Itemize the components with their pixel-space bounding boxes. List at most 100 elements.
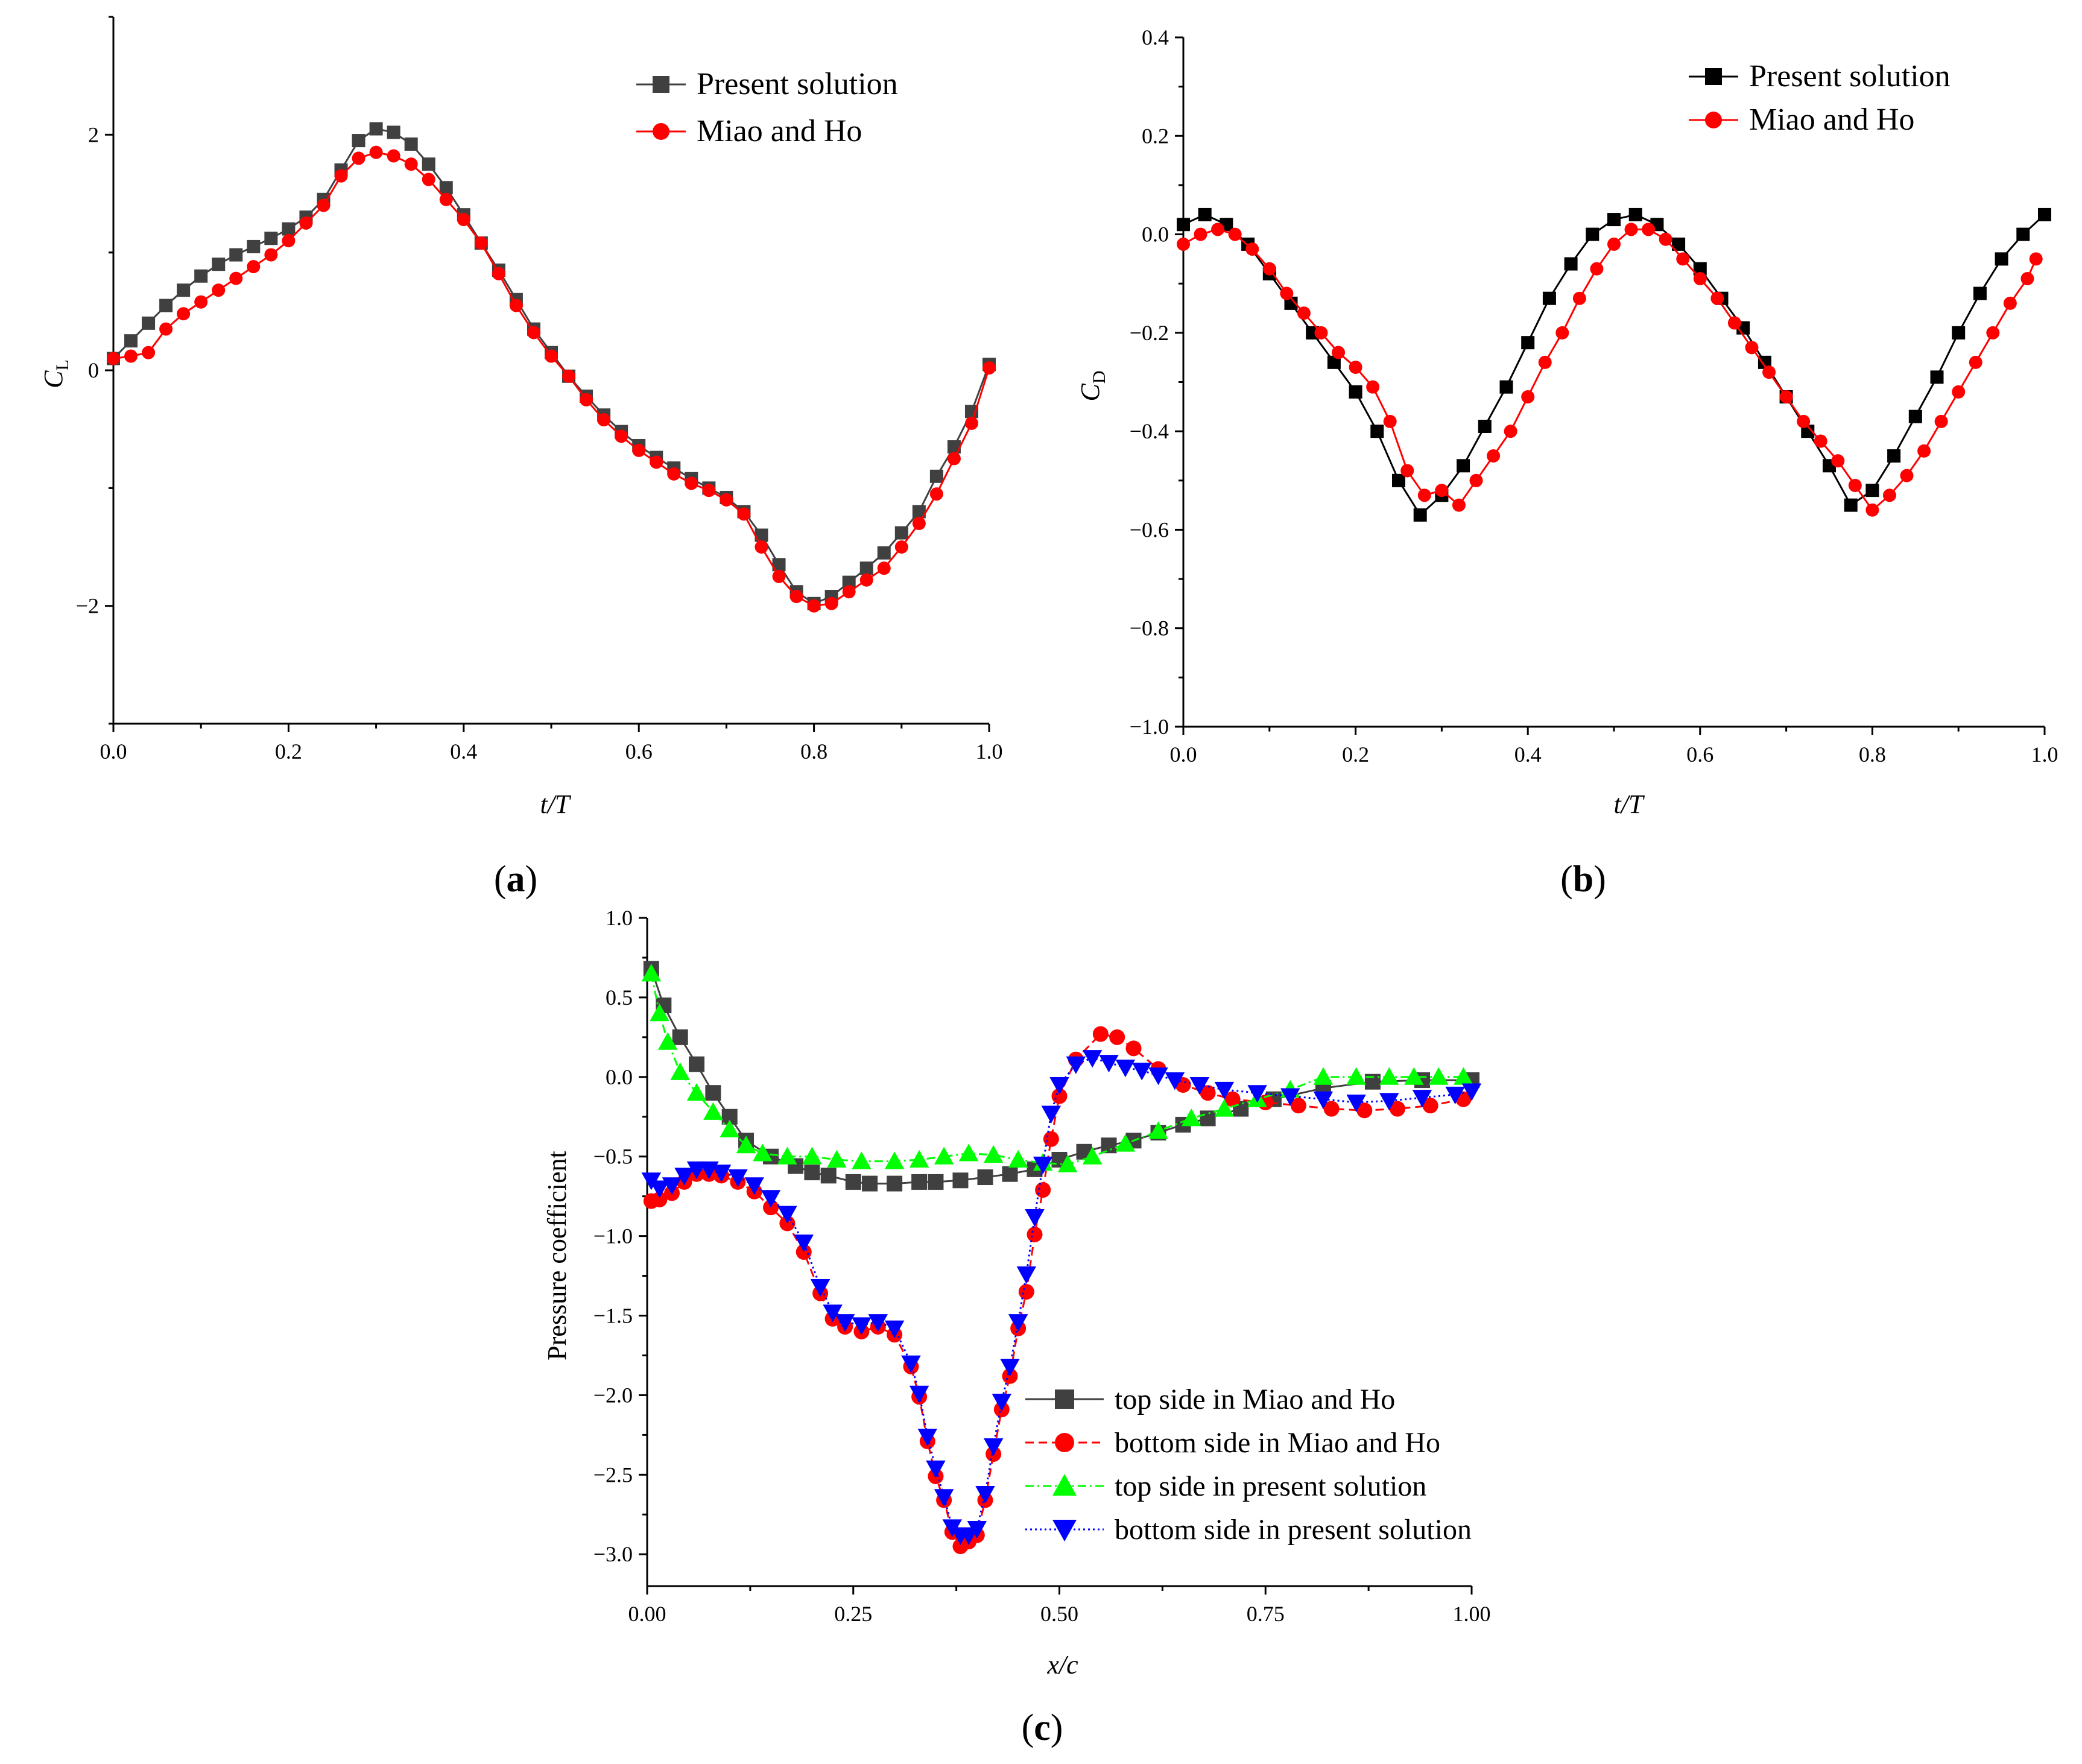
data-point [1189, 1077, 1210, 1095]
data-point [1389, 1101, 1405, 1117]
data-point [1280, 286, 1294, 300]
data-point [1457, 459, 1470, 473]
data-point [859, 561, 873, 575]
data-point [194, 269, 208, 283]
data-point [1066, 1056, 1086, 1074]
data-point [1952, 326, 1966, 340]
data-point [1413, 508, 1427, 522]
data-point [992, 1393, 1012, 1412]
data-point [177, 307, 191, 321]
data-point [1478, 419, 1492, 433]
chart-b-xlabel: t/T [1614, 789, 1645, 819]
y-tick-label: −0.5 [593, 1145, 633, 1169]
legend-entry: top side in Miao and Ho [1025, 1383, 1395, 1415]
data-point [958, 1143, 979, 1162]
data-point [662, 1177, 682, 1195]
x-tick-label: 0.00 [628, 1602, 666, 1626]
data-point [1008, 1314, 1028, 1332]
data-point [1366, 380, 1380, 394]
data-point [894, 526, 908, 540]
data-point [852, 1151, 872, 1169]
data-point [1461, 1083, 1482, 1101]
data-point [705, 1085, 721, 1101]
data-point [983, 1145, 1004, 1163]
data-point [804, 1165, 820, 1181]
data-point [159, 299, 173, 312]
series-line [113, 151, 990, 607]
data-point [334, 169, 348, 183]
data-point [229, 271, 243, 285]
chart-c-plot: 0.00 0.25 0.50 0.75 1.00 −3.0 −2.5 −2.0 −1.5 −1.0… [593, 906, 1491, 1626]
legend-entry: Miao and Ho [636, 114, 862, 148]
x-tick-label: 0.8 [1859, 742, 1886, 767]
y-tick-label: −2.5 [593, 1462, 633, 1487]
x-tick-label: 0.6 [625, 739, 653, 763]
data-point [1499, 380, 1513, 394]
data-point [1082, 1050, 1103, 1068]
data-point [862, 1175, 878, 1192]
data-point [777, 1146, 797, 1165]
data-point [387, 125, 400, 139]
data-point [1400, 464, 1414, 478]
x-tick-label: 0.75 [1247, 1602, 1285, 1626]
chart-a-ylabel: CL [39, 359, 72, 388]
data-point [439, 192, 453, 206]
data-point [1356, 1102, 1373, 1119]
data-point [247, 260, 261, 274]
data-point [2016, 227, 2030, 241]
data-point [802, 1146, 822, 1165]
data-point [934, 1146, 954, 1165]
data-point [369, 145, 383, 159]
data-point [641, 964, 662, 982]
data-point [1198, 207, 1212, 221]
y-tick-label: −3.0 [593, 1542, 633, 1566]
data-point [1115, 1059, 1136, 1078]
data-point [1538, 355, 1552, 369]
data-point [1379, 1093, 1399, 1111]
data-point [1676, 252, 1690, 266]
x-tick-label: 0.0 [1170, 742, 1197, 767]
data-point [1952, 385, 1966, 399]
data-point [1969, 355, 1982, 369]
data-point [755, 528, 768, 542]
data-point [1051, 1088, 1068, 1104]
data-point [422, 157, 435, 171]
legend-marker [1052, 1474, 1077, 1496]
data-point [1099, 1055, 1119, 1073]
data-point [1672, 237, 1686, 251]
data-point [911, 1174, 928, 1190]
data-point [1092, 1026, 1109, 1042]
data-point [615, 429, 628, 443]
x-tick-label: 0.2 [1342, 742, 1369, 767]
y-tick-label: 1.0 [606, 906, 633, 930]
data-point [1349, 385, 1362, 399]
data-point [1224, 1091, 1241, 1107]
data-point [926, 1460, 946, 1479]
data-point [674, 1168, 694, 1186]
legend-entry: bottom side in Miao and Ho [1025, 1427, 1440, 1459]
legend-label: bottom side in present solution [1115, 1514, 1472, 1546]
data-point [1572, 291, 1586, 305]
data-point [1882, 488, 1896, 502]
legend-entry: bottom side in present solution [1025, 1514, 1472, 1546]
data-point [404, 137, 418, 151]
data-point [1177, 237, 1190, 251]
legend-entry: top side in present solution [1025, 1470, 1426, 1502]
legend-label: Present solution [697, 67, 898, 101]
legend-marker [1055, 1389, 1074, 1409]
data-point [1995, 252, 2008, 266]
legend-marker [653, 76, 669, 93]
data-point [194, 295, 208, 309]
data-point [212, 258, 226, 271]
legend-entry: Present solution [1689, 59, 1951, 93]
chart-c: 0.00 0.25 0.50 0.75 1.00 −3.0 −2.5 −2.0 −1.5 −1.0… [542, 906, 1491, 1748]
x-tick-label: 0.4 [1514, 742, 1542, 767]
data-point [1917, 444, 1931, 458]
chart-c-ylabel: Pressure coefficient [542, 1151, 572, 1360]
data-point [1280, 1088, 1300, 1106]
data-point [1865, 503, 1879, 517]
data-point [1057, 1154, 1078, 1172]
data-point [761, 1190, 781, 1208]
data-point [1148, 1121, 1168, 1139]
data-point [1521, 336, 1535, 350]
